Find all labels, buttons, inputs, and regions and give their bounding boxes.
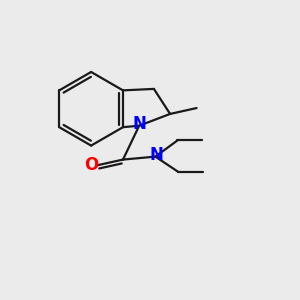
Text: N: N <box>149 146 163 164</box>
Text: N: N <box>132 115 146 133</box>
Text: O: O <box>84 157 98 175</box>
